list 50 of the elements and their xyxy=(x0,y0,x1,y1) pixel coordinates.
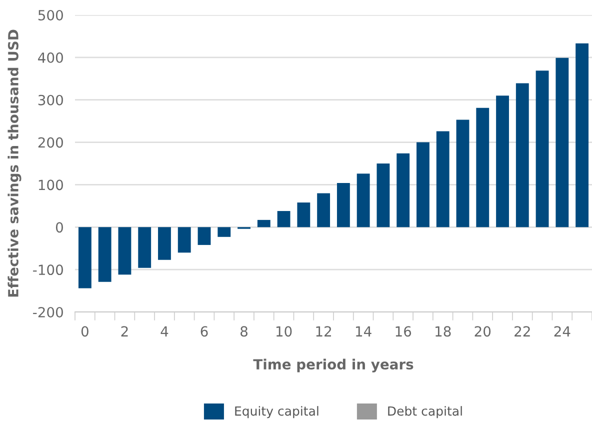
x-tick-label: 8 xyxy=(240,326,248,337)
bar xyxy=(416,142,430,228)
bar xyxy=(556,58,569,228)
y-tick-label: 0 xyxy=(56,222,63,233)
x-tick-label: 18 xyxy=(436,326,451,337)
bar xyxy=(436,131,450,228)
y-tick-label: 500 xyxy=(38,10,63,20)
y-tick-label: 100 xyxy=(38,180,63,190)
bar xyxy=(576,43,589,228)
legend-label: Equity capital xyxy=(235,406,318,418)
x-tick-label: 2 xyxy=(121,326,128,336)
bar xyxy=(178,227,191,253)
x-tick-label: 24 xyxy=(554,326,570,336)
bar xyxy=(277,211,290,228)
bar xyxy=(138,227,152,268)
bar xyxy=(456,120,470,228)
x-tick-label: 14 xyxy=(356,326,372,336)
bar xyxy=(516,83,529,228)
bar xyxy=(536,70,549,228)
y-tick-label: 200 xyxy=(38,137,63,148)
x-tick-label: 4 xyxy=(160,326,168,336)
x-tick-label: 10 xyxy=(276,326,292,337)
y-tick-label: -100 xyxy=(33,264,63,276)
bar xyxy=(376,164,390,228)
bar xyxy=(218,227,231,237)
x-tick-label: 22 xyxy=(514,326,530,336)
bar xyxy=(78,227,92,288)
legend-label: Debt capital xyxy=(388,406,462,418)
x-tick-label: 0 xyxy=(81,326,88,337)
bar xyxy=(317,193,330,228)
bar xyxy=(496,96,509,228)
bar xyxy=(257,220,270,228)
bar xyxy=(297,202,310,228)
x-tick-label: 12 xyxy=(316,326,332,336)
bar xyxy=(336,183,350,228)
y-tick-label: 400 xyxy=(38,52,63,63)
bar xyxy=(356,174,370,228)
x-tick-label: 20 xyxy=(474,326,491,337)
bar xyxy=(396,153,410,228)
bar xyxy=(98,227,112,282)
bar xyxy=(198,227,211,245)
x-axis-title: Time period in years xyxy=(253,358,414,372)
x-tick-label: 16 xyxy=(396,326,412,337)
bar xyxy=(476,108,490,228)
y-tick-label: 300 xyxy=(38,94,63,106)
x-tick-label: 6 xyxy=(200,326,208,337)
bar xyxy=(118,227,132,275)
y-axis-title: Effective savings in thousand USD xyxy=(8,30,22,297)
y-tick-label: -200 xyxy=(33,306,63,318)
bar xyxy=(158,227,171,260)
